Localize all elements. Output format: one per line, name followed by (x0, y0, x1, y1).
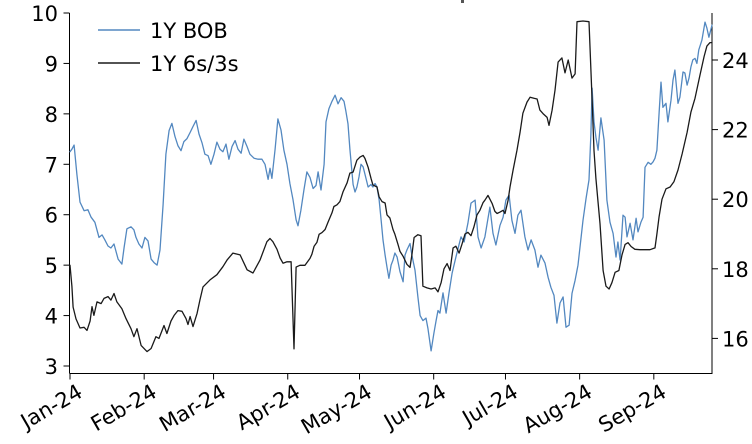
x-tick-label: May-24 (297, 380, 376, 439)
right-y-tick-label: 22 (722, 119, 749, 143)
right-y-tick-label: 24 (722, 49, 749, 73)
cropped-title-artifact (461, 0, 464, 3)
x-tick-label: Feb-24 (87, 380, 161, 437)
right-y-tick-label: 16 (722, 327, 749, 351)
right-y-tick-label: 18 (722, 258, 749, 282)
left-y-tick-label: 4 (45, 305, 58, 329)
right-y-axis-ticks: 16 18 20 22 24 (712, 49, 749, 351)
line-series-1y-bob (69, 21, 713, 352)
x-tick-label: Aug-24 (519, 380, 596, 438)
left-y-tick-label: 10 (31, 2, 58, 26)
x-tick-label: Jan-24 (15, 380, 86, 435)
x-tick-label: Sep-24 (594, 380, 670, 438)
legend: 1Y BOB 1Y 6s/3s (98, 19, 239, 76)
line-series-1y-6s3s (69, 20, 713, 353)
legend-label-1y-bob: 1Y BOB (150, 19, 228, 43)
x-tick-label: Jul-24 (457, 380, 522, 432)
legend-label-1y-6s3s: 1Y 6s/3s (150, 52, 239, 76)
left-y-tick-label: 7 (45, 153, 58, 177)
right-y-tick-label: 20 (722, 188, 749, 212)
left-y-tick-label: 6 (45, 204, 58, 228)
left-y-tick-label: 3 (45, 355, 58, 379)
left-y-tick-label: 8 (45, 103, 58, 127)
x-tick-label: Jun-24 (378, 380, 450, 435)
x-tick-label: Mar-24 (155, 380, 230, 437)
left-y-axis-ticks: 3 4 5 6 7 8 9 10 (31, 2, 70, 379)
left-y-tick-label: 9 (45, 52, 58, 76)
left-y-tick-label: 5 (45, 254, 58, 278)
x-tick-label: Apr-24 (232, 380, 304, 435)
